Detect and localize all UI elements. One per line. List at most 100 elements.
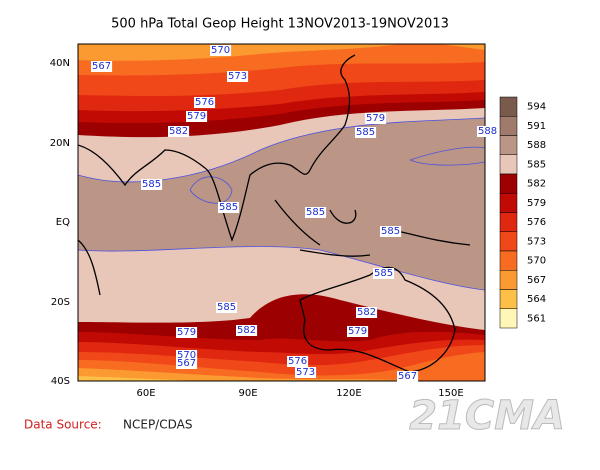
contour-label-box (295, 367, 317, 378)
contour-label-box (227, 71, 249, 82)
contour-label: 570 (211, 45, 230, 56)
colorbar-swatch (499, 231, 518, 252)
contour-line (78, 246, 485, 291)
colorbar-label: 588 (527, 140, 546, 151)
contour-label: 579 (366, 113, 385, 124)
contour-label: 582 (237, 325, 256, 336)
contour-label: 585 (219, 202, 238, 213)
band (78, 376, 200, 381)
colorbar-swatch (499, 135, 518, 155)
contour-label-box (356, 307, 378, 318)
contour-label-box (168, 126, 190, 137)
contour-label: 567 (398, 371, 417, 382)
contour-label: 576 (195, 97, 214, 108)
lat-label: EQ (56, 217, 70, 228)
coastline (78, 239, 101, 296)
contour-label: 570 (177, 350, 196, 361)
colorbar-swatch (499, 116, 518, 136)
colorbar-label: 576 (527, 217, 546, 228)
contour-labels: 570 567 573 576 579 582 585 585 585 585 … (91, 45, 499, 382)
contour-label-box (218, 202, 240, 213)
colorbar-label: 582 (527, 179, 546, 190)
contour-label: 582 (169, 126, 188, 137)
contour-label-box (355, 127, 377, 138)
source-value: NCEP/CDAS (123, 418, 192, 432)
contour-label-box (373, 268, 395, 279)
contour-line (409, 146, 485, 166)
coastline (274, 199, 471, 257)
lat-label: 40N (50, 58, 70, 69)
colorbar-label: 561 (527, 313, 546, 324)
contour-label-box (216, 302, 238, 313)
colorbar-swatch (499, 212, 518, 232)
contour-label: 588 (478, 126, 497, 137)
contour-line (78, 117, 485, 183)
contour-label-box (305, 207, 327, 218)
contour-label: 582 (357, 307, 376, 318)
contour-label: 585 (381, 226, 400, 237)
contour-label-box (176, 350, 198, 361)
contour-label: 579 (177, 327, 196, 338)
lon-label: 60E (136, 388, 155, 399)
contour-label: 585 (356, 127, 375, 138)
colorbar-swatch (499, 270, 518, 290)
contour-line (189, 176, 233, 204)
lon-label: 150E (438, 388, 463, 399)
coastline (78, 54, 356, 242)
colorbar-swatch (499, 308, 518, 329)
contour-label: 573 (228, 71, 247, 82)
lat-label: 40S (51, 376, 70, 387)
contour-label-box (91, 61, 113, 72)
contour-label: 585 (374, 268, 393, 279)
contour-label: 579 (187, 111, 206, 122)
colorbar-swatch (499, 289, 518, 309)
colorbar-label: 570 (527, 256, 546, 267)
band (440, 44, 485, 50)
contour-label: 585 (217, 302, 236, 313)
contour-label: 567 (177, 358, 196, 369)
colorbar-label: 594 (527, 102, 546, 113)
contour-label-box (365, 113, 387, 124)
contour-label-box (176, 358, 198, 369)
watermark: 21CMA (409, 393, 565, 439)
contour-label-box (477, 126, 499, 137)
contour-label-box (347, 326, 369, 337)
source-label: Data Source: (24, 418, 102, 432)
colorbar-swatch (499, 193, 518, 213)
height-field (78, 44, 485, 381)
plot-frame (77, 43, 486, 382)
contour-label-box (194, 97, 216, 108)
band (78, 44, 400, 61)
colorbar-swatch (499, 96, 518, 117)
colorbar-label: 579 (527, 198, 546, 209)
colorbar-label: 567 (527, 275, 546, 286)
title: 500 hPa Total Geop Height 13NOV2013-19NO… (111, 17, 449, 32)
colorbar-label: 585 (527, 159, 546, 170)
contour-label-box (141, 179, 163, 190)
contour-label-box (380, 226, 402, 237)
contour-label-box (176, 327, 198, 338)
colorbar-swatch (499, 154, 518, 175)
colorbar-label: 573 (527, 236, 546, 247)
contour-label: 573 (296, 367, 315, 378)
colorbar-swatch (499, 173, 518, 194)
lon-label: 120E (336, 388, 361, 399)
lat-label: 20N (50, 138, 70, 149)
contour-label-box (397, 371, 419, 382)
contour-label-box (236, 325, 258, 336)
contour-label: 585 (142, 179, 161, 190)
lon-label: 90E (238, 388, 257, 399)
contour-label: 576 (288, 356, 307, 367)
contour-label: 579 (348, 326, 367, 337)
band (78, 368, 420, 381)
contour-label-box (287, 356, 309, 367)
contour-label: 585 (306, 207, 325, 218)
colorbar-label: 564 (527, 294, 546, 305)
colorbar: 594 591 588 585 582 579 576 573 570 567 564 561 (499, 96, 546, 329)
contour-label-box (186, 111, 208, 122)
coastline (299, 266, 456, 373)
contour-label-box (210, 45, 232, 56)
colorbar-swatch (499, 250, 518, 271)
